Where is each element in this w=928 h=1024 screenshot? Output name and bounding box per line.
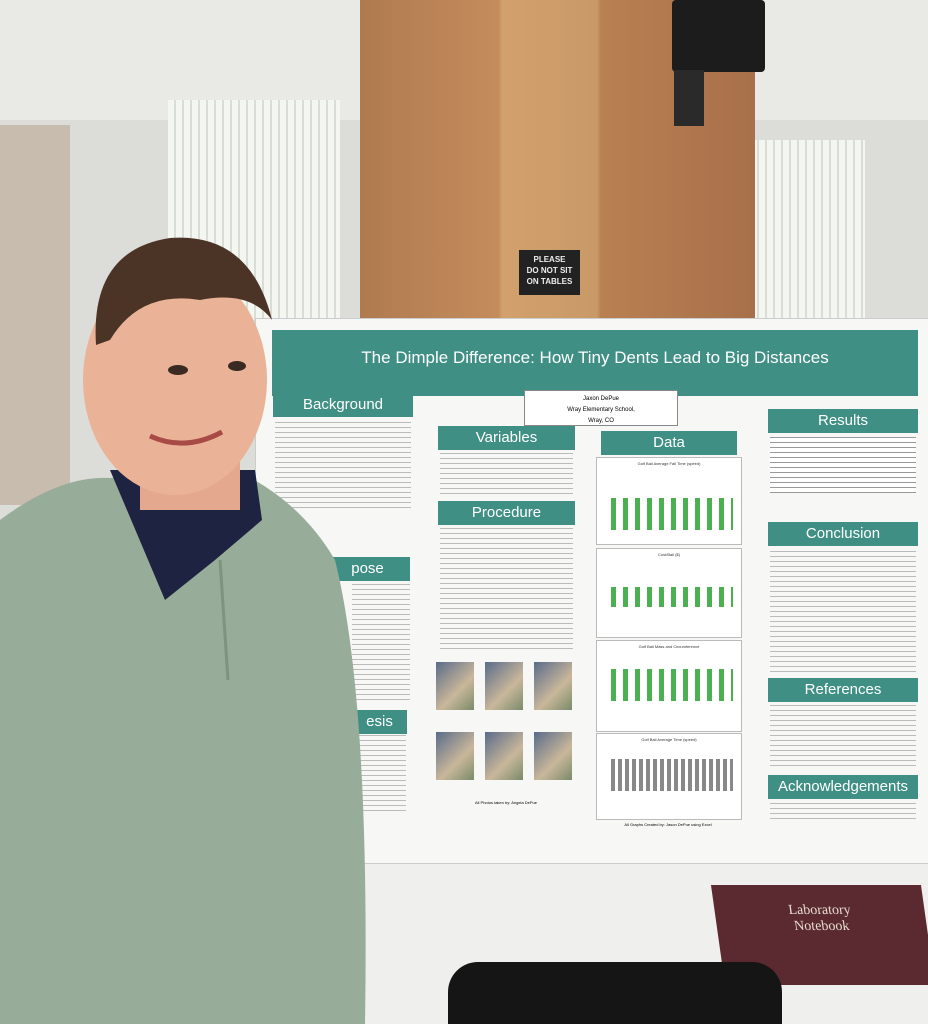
section-header: esis bbox=[352, 710, 407, 734]
text-block bbox=[770, 551, 916, 673]
sign-line: DO NOT SIT bbox=[526, 266, 573, 275]
face bbox=[83, 265, 267, 495]
eye bbox=[228, 361, 246, 371]
graph-credit: All Graphs Created by: Jason DePue using… bbox=[624, 822, 712, 827]
section-header: Conclusion bbox=[768, 522, 918, 546]
text-block bbox=[770, 705, 916, 769]
sign-line: PLEASE bbox=[533, 255, 566, 264]
text-block bbox=[440, 528, 573, 650]
photo-credit: All Photos taken by: Angela DePue bbox=[474, 800, 538, 805]
graph-bars bbox=[611, 759, 733, 791]
hair bbox=[95, 237, 273, 345]
author: Jaxon DePue bbox=[582, 396, 620, 402]
graph-title: Cost/Ball ($) bbox=[657, 552, 680, 557]
window bbox=[735, 140, 865, 335]
sign: PLEASE DO NOT SIT ON TABLES bbox=[519, 250, 580, 295]
graph-bars bbox=[611, 587, 733, 607]
section-header: Background bbox=[273, 393, 413, 417]
text-block bbox=[356, 735, 406, 815]
graph: Golf Ball Average Time (speed) bbox=[596, 733, 742, 820]
section-header: Procedure bbox=[438, 501, 575, 525]
graph-bars bbox=[611, 669, 733, 701]
graph: Golf Ball Average Fall Time (speed) bbox=[596, 457, 742, 545]
chair bbox=[448, 962, 782, 1024]
smile bbox=[148, 429, 224, 446]
graph-title: Golf Ball Average Fall Time (speed) bbox=[637, 461, 701, 466]
zipper bbox=[218, 559, 230, 681]
photo-thumb bbox=[436, 662, 474, 710]
section-header: pose bbox=[325, 557, 410, 581]
sweater bbox=[0, 470, 366, 1024]
section-header: References bbox=[768, 678, 918, 702]
section-header: Results bbox=[768, 409, 918, 433]
text-block bbox=[275, 422, 411, 510]
results-table bbox=[770, 437, 916, 493]
speaker-mount bbox=[674, 70, 704, 126]
graph: Cost/Ball ($) bbox=[596, 548, 742, 638]
section-header: Acknowledgements bbox=[768, 775, 918, 799]
graph-title: Golf Ball Average Time (speed) bbox=[641, 737, 697, 742]
school: Wray Elementary School, bbox=[567, 407, 635, 413]
author-box: Jaxon DePue Wray Elementary School, Wray… bbox=[524, 390, 678, 426]
photo-thumb bbox=[534, 732, 572, 780]
wall-panel bbox=[0, 125, 70, 505]
photo-thumb bbox=[534, 662, 572, 710]
graph-title: Golf Ball Mass and Circumference bbox=[638, 644, 700, 649]
text-block bbox=[770, 803, 916, 821]
graph: Golf Ball Mass and Circumference bbox=[596, 640, 742, 732]
location: Wray, CO bbox=[588, 418, 614, 424]
speaker bbox=[672, 0, 765, 72]
photo-thumb bbox=[485, 662, 523, 710]
text-block bbox=[440, 453, 573, 495]
poster-title: The Dimple Difference: How Tiny Dents Le… bbox=[272, 330, 918, 396]
graph-bars bbox=[611, 498, 733, 530]
text-block bbox=[352, 584, 410, 704]
eye bbox=[168, 365, 188, 375]
photo-thumb bbox=[436, 732, 474, 780]
section-header: Data bbox=[601, 431, 737, 455]
sign-line: ON TABLES bbox=[526, 277, 573, 286]
section-header: Variables bbox=[438, 426, 575, 450]
photo-thumb bbox=[485, 732, 523, 780]
